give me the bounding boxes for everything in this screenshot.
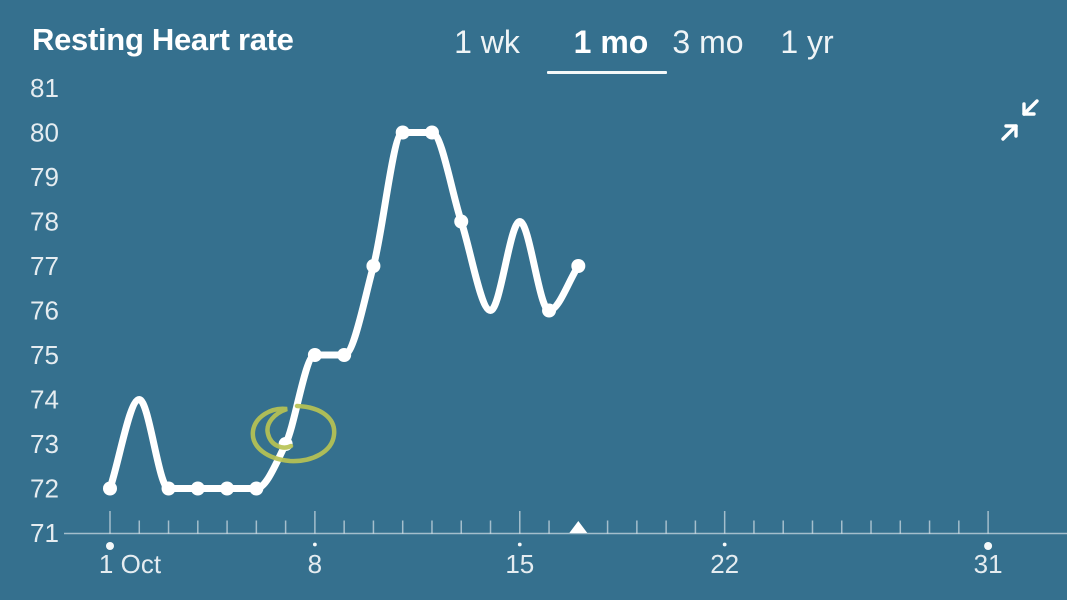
data-point	[307, 348, 322, 362]
data-point	[571, 259, 586, 273]
y-tick-label: 81	[30, 73, 59, 103]
x-axis-labels: 1 Oct 8 15 22 31	[99, 549, 1003, 579]
data-point	[395, 125, 410, 140]
axis-dot-major	[106, 542, 114, 550]
y-tick-label: 77	[30, 251, 59, 281]
collapse-icon	[1001, 99, 1039, 141]
tab-3mo[interactable]: 3 mo	[672, 24, 744, 60]
y-tick-label: 73	[30, 429, 59, 459]
data-point	[249, 481, 264, 496]
tab-1mo[interactable]: 1 mo	[573, 24, 649, 60]
axis-dot-minor	[722, 542, 727, 547]
y-tick-label: 78	[30, 207, 59, 237]
y-tick-label: 80	[30, 118, 59, 148]
y-tick-label: 76	[30, 296, 59, 326]
collapse-button[interactable]	[998, 96, 1042, 144]
y-tick-label: 72	[30, 474, 59, 504]
data-point	[454, 214, 469, 229]
x-tick-label: 8	[308, 549, 322, 579]
x-tick-label: 1 Oct	[99, 549, 162, 579]
x-tick-label: 15	[505, 549, 534, 579]
y-axis-labels: 81 80 79 78 77 76 75 74 73 72 71	[30, 73, 59, 548]
tab-1wk[interactable]: 1 wk	[454, 24, 520, 60]
data-point	[220, 481, 235, 496]
y-tick-label: 71	[30, 518, 59, 548]
axis-dot-minor	[312, 542, 317, 547]
data-point	[424, 125, 439, 140]
current-day-triangle-marker	[569, 521, 588, 533]
data-point	[366, 259, 381, 273]
data-point-markers	[103, 125, 586, 496]
data-point	[161, 481, 176, 496]
tab-1yr[interactable]: 1 yr	[780, 24, 834, 60]
heart-rate-line	[106, 128, 582, 492]
data-point	[542, 303, 557, 318]
data-point	[103, 481, 117, 496]
y-tick-label: 75	[30, 340, 59, 370]
x-tick-label: 31	[974, 549, 1003, 579]
axis-dot-major	[984, 542, 993, 550]
y-tick-label: 74	[30, 385, 59, 415]
y-tick-label: 79	[30, 162, 59, 192]
axis-dot-minor	[517, 542, 522, 547]
data-point	[337, 348, 352, 362]
selected-tab-underline	[547, 71, 667, 74]
x-axis	[64, 511, 1067, 550]
page-title: Resting Heart rate	[32, 22, 294, 57]
x-tick-label: 22	[710, 549, 739, 579]
annotation-circle	[250, 403, 337, 464]
data-point	[190, 481, 205, 496]
